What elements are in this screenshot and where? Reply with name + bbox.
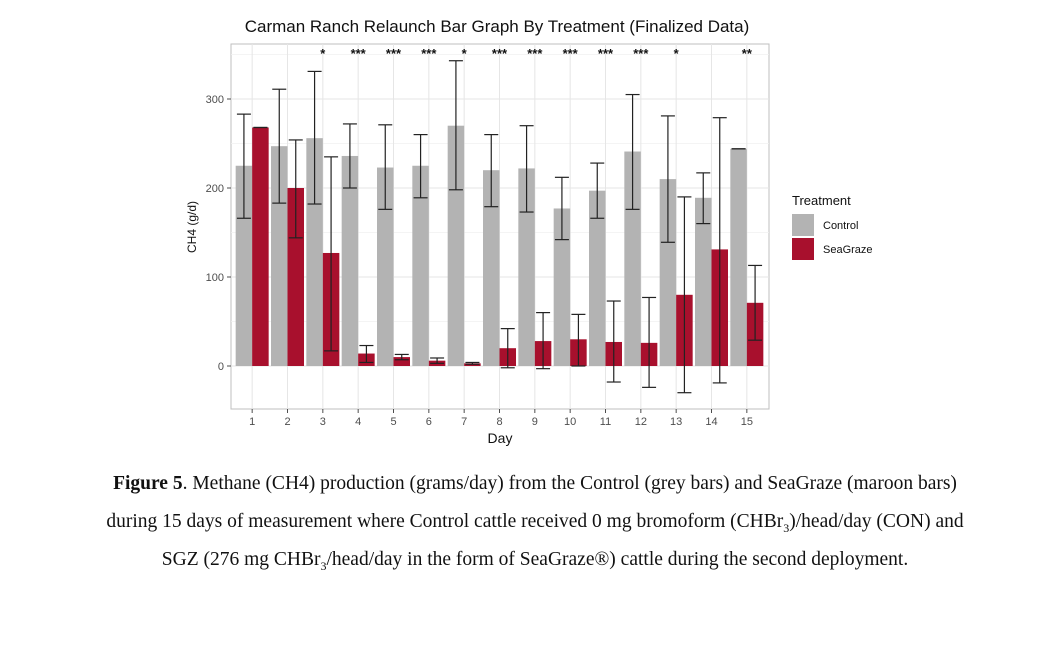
error-bars xyxy=(236,60,763,394)
bar-control-day-12 xyxy=(624,151,641,366)
bar-seagraze-day-2 xyxy=(287,188,304,366)
significance-day-3: * xyxy=(320,46,326,61)
significance-day-13: * xyxy=(674,46,680,61)
errorbar-seagraze-day-9 xyxy=(536,312,551,370)
y-tick-label-300: 300 xyxy=(206,94,224,106)
significance-day-8: *** xyxy=(492,46,508,61)
significance-day-9: *** xyxy=(527,46,543,61)
x-tick-label-6: 6 xyxy=(426,416,432,428)
chart: * *** *** *** * *** *** *** *** *** * ** 0 100 200 300… xyxy=(185,17,873,446)
bar-control-day-10 xyxy=(553,208,571,366)
significance-day-12: *** xyxy=(633,46,649,61)
errorbar-control-day-10 xyxy=(554,176,569,241)
caption-label: Figure 5 xyxy=(113,473,183,494)
errorbar-control-day-13 xyxy=(660,115,675,243)
caption-sub-2: 3 xyxy=(320,558,327,573)
x-tick-label-5: 5 xyxy=(390,416,396,428)
x-tick-label-7: 7 xyxy=(461,416,467,428)
errorbar-control-day-4 xyxy=(342,123,357,189)
bar-control-day-9 xyxy=(518,168,535,366)
x-tick-label-11: 11 xyxy=(600,416,611,428)
x-tick-label-9: 9 xyxy=(532,416,538,428)
y-axis-title: CH4 (g/d) xyxy=(185,201,199,253)
y-tick-label-200: 200 xyxy=(206,183,224,195)
errorbar-control-day-5 xyxy=(378,124,393,210)
errorbar-seagraze-day-3 xyxy=(324,156,339,352)
significance-day-11: *** xyxy=(598,46,614,61)
x-axis-ticks: 1 2 3 4 5 6 7 8 9 10 11 12 13 14 15 xyxy=(249,409,753,428)
legend-label-seagraze: SeaGraze xyxy=(823,244,873,256)
bar-control-day-8 xyxy=(483,170,500,366)
bar-control-day-15 xyxy=(730,148,747,366)
caption-sub-1: 3 xyxy=(783,520,790,535)
errorbar-seagraze-day-2 xyxy=(288,139,303,239)
y-tick-label-0: 0 xyxy=(218,361,224,373)
legend-label-control: Control xyxy=(823,220,858,232)
errorbar-seagraze-day-4 xyxy=(359,344,374,364)
bar-chart: * *** *** *** * *** *** *** *** *** * ** 0100200300… xyxy=(185,17,873,446)
errorbar-seagraze-day-13 xyxy=(677,196,692,394)
legend-title: Treatment xyxy=(792,193,851,208)
significance-markers: * *** *** *** * *** *** *** *** *** * ** xyxy=(320,46,753,61)
bar-control-day-13 xyxy=(659,179,677,366)
legend-swatch-seagraze xyxy=(792,238,814,260)
x-tick-label-12: 12 xyxy=(635,416,647,428)
significance-day-15: ** xyxy=(742,46,753,61)
x-tick-label-1: 1 xyxy=(249,416,255,428)
bar-control-day-6 xyxy=(412,165,429,366)
errorbar-control-day-1 xyxy=(236,113,251,219)
bar-control-day-11 xyxy=(589,190,606,366)
y-tick-label-100: 100 xyxy=(206,272,224,284)
significance-day-5: *** xyxy=(386,46,402,61)
significance-day-6: *** xyxy=(421,46,437,61)
legend: Treatment Control SeaGraze xyxy=(792,193,873,260)
x-tick-label-4: 4 xyxy=(355,416,361,428)
x-tick-label-8: 8 xyxy=(496,416,502,428)
errorbar-control-day-9 xyxy=(519,125,534,213)
errorbar-seagraze-day-10 xyxy=(571,313,586,367)
errorbar-seagraze-day-7 xyxy=(465,361,480,365)
bar-seagraze-day-5 xyxy=(393,357,410,366)
figure-caption: Figure 5. Methane (CH4) production (gram… xyxy=(105,465,965,579)
significance-day-4: *** xyxy=(351,46,367,61)
y-axis-ticks: 0 100 200 300 xyxy=(206,94,231,373)
bar-control-day-3 xyxy=(306,138,323,366)
x-tick-label-10: 10 xyxy=(564,416,576,428)
significance-day-7: * xyxy=(462,46,468,61)
errorbar-control-day-7 xyxy=(448,60,463,191)
errorbar-control-day-12 xyxy=(625,93,640,210)
x-tick-label-15: 15 xyxy=(741,416,753,428)
errorbar-seagraze-day-15 xyxy=(748,264,763,341)
x-tick-label-2: 2 xyxy=(284,416,290,428)
caption-text-3: /head/day in the form of SeaGraze®) catt… xyxy=(326,549,909,570)
x-axis-title: Day xyxy=(488,430,513,446)
bar-control-day-2 xyxy=(271,146,288,366)
bar-control-day-1 xyxy=(235,165,253,366)
errorbar-seagraze-day-6 xyxy=(430,357,445,364)
bar-seagraze-day-1 xyxy=(252,127,269,366)
x-tick-label-14: 14 xyxy=(705,416,717,428)
errorbar-seagraze-day-14 xyxy=(712,117,727,384)
x-tick-label-3: 3 xyxy=(320,416,326,428)
bar-control-day-14 xyxy=(695,197,712,366)
errorbar-control-day-14 xyxy=(696,172,711,225)
bar-control-day-4 xyxy=(341,155,359,366)
chart-title: Carman Ranch Relaunch Bar Graph By Treat… xyxy=(245,17,750,36)
x-tick-label-13: 13 xyxy=(670,416,682,428)
errorbar-seagraze-day-12 xyxy=(642,296,657,388)
caption-text: . Methane (CH4) production (grams/day) f… xyxy=(106,473,957,532)
errorbar-seagraze-day-11 xyxy=(606,300,621,383)
bar-control-day-5 xyxy=(377,167,394,366)
errorbar-control-day-11 xyxy=(590,162,605,219)
errorbar-control-day-8 xyxy=(484,134,499,208)
errorbar-control-day-6 xyxy=(413,134,428,199)
errorbar-control-day-3 xyxy=(307,70,322,205)
caption-text-2: )/head/day (CON) and SGZ (276 mg CHBr xyxy=(161,511,964,570)
errorbar-seagraze-day-5 xyxy=(394,353,409,361)
significance-day-10: *** xyxy=(563,46,579,61)
errorbar-control-day-2 xyxy=(272,88,287,204)
legend-swatch-control xyxy=(792,214,814,236)
errorbar-seagraze-day-8 xyxy=(500,328,515,369)
bar-control-day-7 xyxy=(447,125,465,366)
